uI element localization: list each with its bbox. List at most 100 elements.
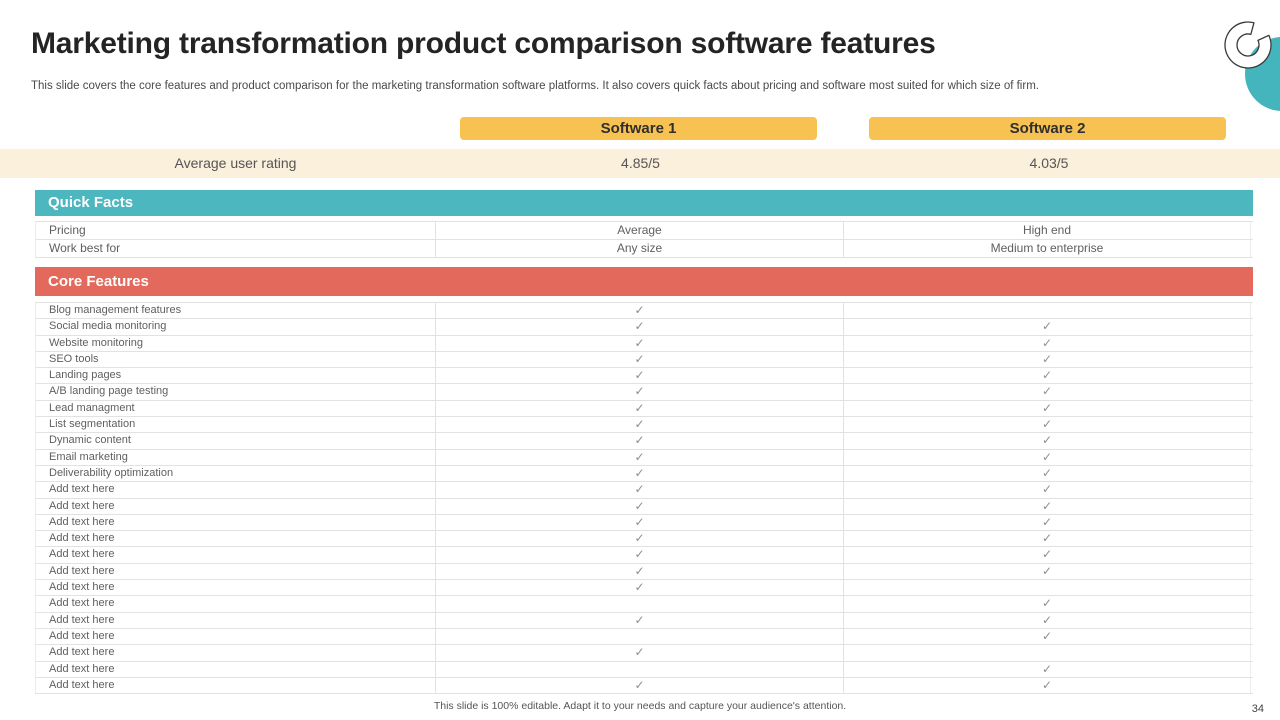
table-row: Add text here ✓ ✓ [35,677,1253,695]
software1-cell: ✓ [436,514,844,531]
row-label: Pricing [35,222,436,240]
software1-rating: 4.85/5 [621,155,660,171]
row-label: Add text here [35,580,436,596]
table-row: Website monitoring ✓ ✓ [35,335,1253,352]
check-icon: ✓ [634,303,645,317]
check-icon: ✓ [634,645,645,660]
check-icon: ✓ [634,514,645,529]
check-icon: ✓ [1041,498,1053,513]
row-label: A/B landing page testing [35,384,436,400]
software2-cell: ✓ [844,449,1251,465]
row-label: Dynamic content [35,433,436,449]
software1-cell: ✓ [436,351,844,368]
check-icon: ✓ [1041,482,1053,497]
check-icon: ✓ [1041,612,1053,627]
software2-cell: ✓ [844,563,1251,580]
software2-cell: ✓ [844,661,1251,677]
row-label: Add text here [35,677,436,694]
software2-cell: ✓ [844,319,1251,335]
software2-cell: ✓ [844,596,1251,612]
row-label: Add text here [35,531,436,547]
check-icon: ✓ [634,384,645,399]
software2-cell: ✓ [844,433,1251,449]
core-features-table: Blog management features ✓ Social media mo… [35,302,1253,695]
row-label: Work best for [35,240,436,258]
table-row: List segmentation ✓ ✓ [35,417,1253,434]
software2-header: Software 2 [869,117,1226,140]
software1-cell: ✓ [436,498,844,514]
check-icon: ✓ [1041,547,1053,562]
table-row: Blog management features ✓ [35,303,1253,320]
software1-cell: Average [436,222,844,240]
software2-cell: ✓ [844,368,1251,384]
software2-cell: ✓ [844,417,1251,433]
row-label: Add text here [35,547,436,563]
software1-cell [436,661,844,677]
row-label: Deliverability optimization [35,465,436,482]
quick-facts-table: Pricing Average High end Work best for Any s… [35,221,1253,259]
row-label: Add text here [35,661,436,677]
software2-cell: ✓ [844,465,1251,482]
software2-cell: ✓ [844,351,1251,368]
check-icon: ✓ [1041,351,1053,366]
check-icon: ✓ [1041,384,1053,399]
row-label: Add text here [35,612,436,628]
check-icon: ✓ [634,531,645,546]
software1-cell: ✓ [436,368,844,384]
software1-cell: ✓ [436,677,844,694]
check-icon: ✓ [1041,661,1053,676]
check-icon: ✓ [634,677,645,692]
software1-cell: ✓ [436,645,844,661]
software1-cell [436,596,844,612]
check-icon: ✓ [1041,319,1053,334]
row-label: Lead managment [35,400,436,417]
check-icon: ✓ [1041,677,1053,692]
check-icon: ✓ [1041,368,1053,383]
software1-cell: ✓ [436,319,844,335]
row-label: Blog management features [35,303,436,319]
table-row: Work best for Any size Medium to enterpris… [35,240,1253,259]
software1-cell: ✓ [436,417,844,433]
table-row: Add text here ✓ [35,661,1253,678]
row-label: Add text here [35,563,436,580]
table-row: Add text here ✓ [35,580,1253,597]
software1-cell: ✓ [436,303,844,319]
table-row: Dynamic content ✓ ✓ [35,433,1253,450]
row-label: List segmentation [35,417,436,433]
corner-decoration-icon [1224,21,1280,111]
software1-cell: ✓ [436,433,844,449]
software1-cell: ✓ [436,612,844,628]
check-icon: ✓ [634,433,645,448]
check-icon: ✓ [634,612,645,627]
software1-cell: ✓ [436,335,844,351]
row-label: Add text here [35,596,436,612]
software1-cell: ✓ [436,531,844,547]
table-row: Social media monitoring ✓ ✓ [35,319,1253,336]
check-icon: ✓ [634,482,645,497]
table-row: Add text here ✓ ✓ [35,498,1253,515]
software2-cell: High end [844,222,1251,240]
software2-cell: ✓ [844,612,1251,628]
software1-header: Software 1 [460,117,817,140]
check-icon: ✓ [634,319,645,334]
row-label: Add text here [35,482,436,498]
software2-cell: ✓ [844,547,1251,563]
row-label: Email marketing [35,449,436,465]
table-row: A/B landing page testing ✓ ✓ [35,384,1253,401]
row-label: Add text here [35,498,436,514]
check-icon: ✓ [1041,335,1053,350]
check-icon: ✓ [1041,563,1053,578]
software1-cell: ✓ [436,384,844,400]
software1-cell: ✓ [436,449,844,465]
software2-cell [844,645,1251,661]
software2-cell: ✓ [844,531,1251,547]
slide-subtitle: This slide covers the core features and … [31,80,1039,92]
check-icon: ✓ [1041,449,1053,464]
page-title: Marketing transformation product compari… [31,27,936,60]
section-header-core-features: Core Features [35,267,1253,296]
check-icon: ✓ [1041,400,1053,415]
table-row: Add text here ✓ ✓ [35,482,1253,499]
software2-rating: 4.03/5 [1029,155,1069,171]
software2-cell: ✓ [844,482,1251,498]
check-icon: ✓ [1041,433,1053,448]
